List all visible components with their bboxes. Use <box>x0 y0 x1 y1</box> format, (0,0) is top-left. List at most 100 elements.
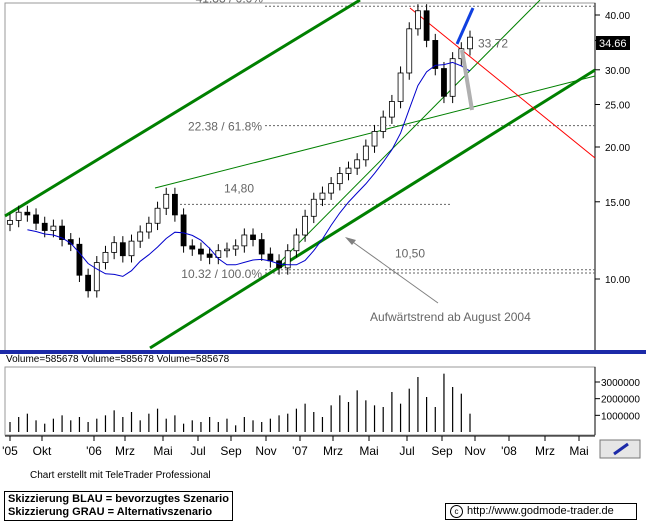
candle-body <box>102 251 109 263</box>
candle-body <box>232 245 239 250</box>
candle-body <box>111 242 118 253</box>
scenario-grey-arrow <box>460 49 474 111</box>
time-tick-label: '06 <box>86 444 102 458</box>
candle-body <box>154 207 161 224</box>
candle-body <box>15 211 22 221</box>
time-tick-label: Jul <box>399 444 414 458</box>
time-tick-label: Nov <box>255 444 276 458</box>
volume-tick-label: 3000000 <box>601 378 640 389</box>
candle-body <box>241 234 248 247</box>
candle-body <box>371 131 378 147</box>
time-tick-label: '08 <box>501 444 517 458</box>
time-tick-label: Nov <box>464 444 485 458</box>
time-tick-label: Mrz <box>115 444 135 458</box>
volume-panel <box>4 366 596 436</box>
candle-body <box>76 243 83 276</box>
fib-label-0: 41.88 / 0.0% <box>196 0 264 5</box>
level-label-1050: 10,50 <box>395 247 425 261</box>
candle-body <box>362 145 369 161</box>
candle-body <box>267 253 274 262</box>
candle-body <box>224 248 230 252</box>
volume-label: Volume=585678 Volume=585678 Volume=58567… <box>6 354 230 365</box>
candle-body <box>198 248 204 255</box>
candle-body <box>432 40 439 69</box>
scenario-blue-arrow <box>455 7 475 45</box>
time-tick-label: Sep <box>431 444 453 458</box>
trend-pointer-line <box>349 239 439 304</box>
time-tick-label: '05 <box>2 444 18 458</box>
candle-body <box>293 234 300 252</box>
candle-body <box>163 193 170 209</box>
annotations: 41.88 / 0.0% 22.38 / 61.8% 10.32 / 100.0% 1… <box>181 0 531 324</box>
candle-body <box>172 193 178 216</box>
price-tick-label: 15.00 <box>605 198 630 209</box>
candle-body <box>119 242 126 257</box>
candle-body <box>345 167 352 174</box>
legend-grey-text: Skizzierung GRAU = Alternativszenario <box>8 506 213 518</box>
candle-body <box>467 36 473 50</box>
candle-body <box>388 101 395 118</box>
candle-body <box>302 215 308 236</box>
time-tick-label: Sep <box>220 444 242 458</box>
price-tick-label: 30.00 <box>605 66 630 77</box>
copyright-icon: c <box>450 505 463 518</box>
level-label-3372: 33.72 <box>478 37 508 51</box>
time-tick-label: Mai <box>569 444 588 458</box>
candle-body <box>380 116 387 132</box>
candle-body <box>128 240 135 257</box>
channel-steep-line <box>279 0 541 263</box>
time-tick-label: Mai <box>153 444 172 458</box>
candle-body <box>59 225 65 240</box>
chart-credit: Chart erstellt mit TeleTrader Profession… <box>30 470 211 481</box>
channel-lower-line <box>149 68 596 350</box>
moving-average-line <box>27 61 471 277</box>
candle-body <box>137 231 144 242</box>
candle-body <box>189 245 196 250</box>
candle-body <box>415 10 421 30</box>
candle-body <box>354 159 361 169</box>
price-tick-label: 25.00 <box>605 101 630 112</box>
candle-body <box>85 274 92 292</box>
candle-body <box>441 68 447 97</box>
volume-bars <box>9 373 471 432</box>
price-panel <box>4 2 596 352</box>
candle-body <box>336 173 343 185</box>
source-link[interactable]: c http://www.godmode-trader.de <box>445 503 637 520</box>
trend-annotation: Aufwärtstrend ab August 2004 <box>370 310 531 324</box>
trend-pointer-arrowhead <box>345 237 356 245</box>
fib-levels <box>180 5 595 274</box>
time-tick-label: '07 <box>292 444 308 458</box>
scroll-arrow-icon <box>613 442 629 456</box>
candle-body <box>406 28 413 74</box>
candle-body <box>284 250 291 269</box>
volume-axis-ticks: 1000000 2000000 3000000 <box>595 378 640 422</box>
price-tick-label: 40.00 <box>605 11 630 22</box>
time-tick-label: Jul <box>190 444 205 458</box>
fib-label-61: 22.38 / 61.8% <box>188 120 262 134</box>
trend-channel <box>4 0 596 350</box>
candle-body <box>449 58 456 97</box>
candles <box>7 4 473 298</box>
time-tick-label: Mrz <box>535 444 555 458</box>
legend-box: Skizzierung BLAU = bevorzugtes Szenario … <box>4 491 233 521</box>
channel-upper-line <box>4 0 361 218</box>
price-tick-label: 10.00 <box>605 275 630 286</box>
source-url: http://www.godmode-trader.de <box>467 505 614 517</box>
fib-label-100: 10.32 / 100.0% <box>181 267 262 281</box>
volume-tick-label: 1000000 <box>601 411 640 422</box>
candle-body <box>7 220 13 225</box>
candle-body <box>145 222 152 233</box>
time-axis: '05 Okt '06 Mrz Mai Jul Sep Nov '07 Mrz Mai Jul Sep N… <box>2 435 595 458</box>
last-price-label: 34.66 <box>599 38 627 50</box>
time-tick-label: Okt <box>33 444 52 458</box>
legend-blue-text: Skizzierung BLAU = bevorzugtes Szenario <box>8 493 229 505</box>
panel-divider <box>0 350 646 354</box>
candle-body <box>93 262 100 292</box>
candle-body <box>215 250 222 258</box>
volume-tick-label: 2000000 <box>601 395 640 406</box>
candle-body <box>24 211 31 216</box>
candle-body <box>328 183 335 194</box>
level-label-1480: 14,80 <box>224 181 254 195</box>
time-tick-label: Mai <box>359 444 378 458</box>
